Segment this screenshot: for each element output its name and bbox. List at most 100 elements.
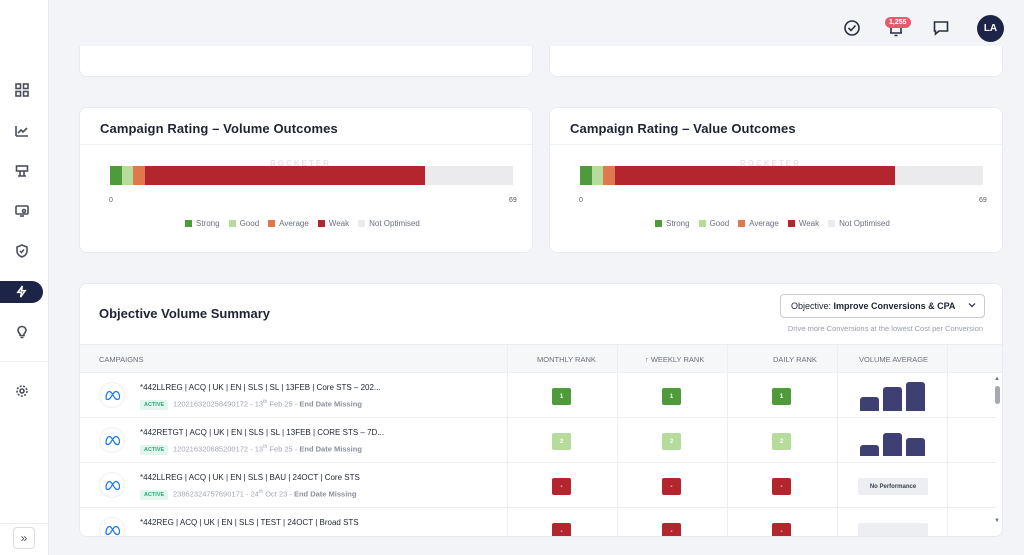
bar-segment-average[interactable] [133, 166, 146, 185]
previous-card-left [79, 46, 533, 77]
card-separator [550, 144, 1002, 145]
bar-segment-not-optimised[interactable] [895, 166, 983, 185]
previous-card-right [549, 46, 1003, 77]
column-divider [837, 344, 838, 536]
volume-bar [860, 445, 879, 456]
column-divider [507, 344, 508, 536]
weekly-rank-badge: - [662, 523, 681, 536]
bar-segment-weak[interactable] [615, 166, 896, 185]
sidebar: » [0, 0, 49, 555]
legend-not-optimised: Not Optimised [358, 219, 420, 228]
meta-logo-icon [100, 383, 124, 407]
daily-rank-badge: 2 [772, 433, 791, 450]
col-volume-average[interactable]: VOLUME AVERAGE [859, 355, 929, 364]
column-divider [727, 344, 728, 536]
legend-strong: Strong [655, 219, 690, 228]
monthly-rank-badge: 2 [552, 433, 571, 450]
rating-stacked-bar [110, 166, 513, 185]
table-row[interactable]: *442REG | ACQ | UK | EN | SLS | TEST | 2… [80, 508, 996, 536]
user-avatar[interactable]: LA [977, 15, 1004, 42]
scroll-thumb[interactable] [995, 386, 1000, 404]
campaign-name[interactable]: *442REG | ACQ | UK | EN | SLS | TEST | 2… [140, 518, 359, 527]
value-outcomes-card: Campaign Rating – Value Outcomes ROCKETE… [549, 107, 1003, 253]
chat-icon[interactable] [932, 19, 952, 39]
billboard-icon[interactable] [13, 162, 31, 180]
daily-rank-badge: 1 [772, 388, 791, 405]
monthly-rank-badge: 1 [552, 388, 571, 405]
lightbulb-icon[interactable] [13, 323, 31, 341]
shield-check-icon[interactable] [13, 242, 31, 260]
weekly-rank-badge: 2 [662, 433, 681, 450]
bar-segment-average[interactable] [603, 166, 616, 185]
objective-volume-summary-card: Objective Volume Summary Objective: Impr… [79, 283, 1003, 537]
watermark: ROCKETER [740, 159, 801, 168]
table-row[interactable]: *442LLREG | ACQ | UK | EN | SLS | SL | 1… [80, 373, 996, 418]
table-header: CAMPAIGNS MONTHLY RANK ↑ WEEKLY RANK DAI… [80, 344, 1002, 373]
col-monthly-rank[interactable]: MONTHLY RANK [537, 355, 596, 364]
bar-segment-weak[interactable] [145, 166, 426, 185]
expand-sidebar-button[interactable]: » [13, 527, 35, 549]
volume-bar [906, 382, 925, 411]
col-weekly-rank[interactable]: ↑ WEEKLY RANK [645, 355, 705, 364]
gear-icon[interactable] [13, 382, 31, 400]
line-chart-icon[interactable] [13, 122, 31, 140]
campaign-name[interactable]: *442RETGT | ACQ | UK | EN | SLS | SL | 1… [140, 428, 384, 437]
lightning-nav-item[interactable] [0, 281, 43, 303]
card-separator [80, 144, 532, 145]
legend-good: Good [228, 219, 259, 228]
scroll-up-icon[interactable]: ▲ [994, 376, 1000, 382]
table-scrollbar[interactable]: ▲ ▼ [994, 376, 1000, 526]
rating-legend: Strong Good Average Weak Not Optimised [655, 219, 890, 228]
objective-description: Drive more Conversions at the lowest Cos… [787, 324, 983, 333]
monthly-rank-badge: - [552, 523, 571, 536]
no-performance-badge: No Performance [858, 478, 928, 495]
volume-bar [883, 387, 902, 411]
objective-value: Improve Conversions & CPA [833, 301, 956, 311]
bar-segment-strong[interactable] [110, 166, 122, 185]
bar-segment-good[interactable] [121, 166, 134, 185]
bar-segment-good[interactable] [591, 166, 604, 185]
dashboard-grid-icon[interactable] [13, 81, 31, 99]
column-divider [947, 344, 948, 536]
monthly-rank-badge: - [552, 478, 571, 495]
axis-max-label: 69 [509, 197, 517, 204]
sidebar-divider [0, 523, 48, 524]
chevron-down-icon [968, 303, 976, 308]
campaign-meta: 23862324757690171 - 24th Oct 23 - End Da… [173, 489, 357, 499]
volume-bar [906, 438, 925, 456]
task-check-icon[interactable] [843, 19, 863, 39]
card-title: Campaign Rating – Value Outcomes [570, 121, 796, 136]
axis-max-label: 69 [979, 197, 987, 204]
table-row[interactable]: *442RETGT | ACQ | UK | EN | SLS | SL | 1… [80, 418, 996, 463]
daily-rank-badge: - [772, 478, 791, 495]
bar-segment-strong[interactable] [580, 166, 592, 185]
rating-legend: Strong Good Average Weak Not Optimised [185, 219, 420, 228]
col-campaigns[interactable]: CAMPAIGNS [99, 355, 144, 364]
status-badge: ACTIVE [140, 490, 169, 500]
weekly-rank-badge: - [662, 478, 681, 495]
scroll-down-icon[interactable]: ▼ [994, 518, 1000, 524]
monitor-settings-icon[interactable] [13, 202, 31, 220]
legend-strong: Strong [185, 219, 220, 228]
summary-title: Objective Volume Summary [99, 306, 270, 321]
campaign-name[interactable]: *442LLREG | ACQ | UK | EN | SLS | SL | 1… [140, 383, 381, 392]
meta-logo-icon [100, 518, 124, 536]
legend-average: Average [268, 219, 309, 228]
bar-segment-not-optimised[interactable] [425, 166, 513, 185]
table-row[interactable]: *442LLREG | ACQ | UK | EN | SLS | BAU | … [80, 463, 996, 508]
col-daily-rank[interactable]: DAILY RANK [773, 355, 817, 364]
campaign-meta: 120216320258490172 - 13th Feb 25 - End D… [173, 399, 362, 409]
status-badge: ACTIVE [140, 445, 169, 455]
no-performance-badge [858, 523, 928, 536]
column-divider [617, 344, 618, 536]
campaign-name[interactable]: *442LLREG | ACQ | UK | EN | SLS | BAU | … [140, 473, 360, 482]
legend-not-optimised: Not Optimised [828, 219, 890, 228]
daily-rank-badge: - [772, 523, 791, 536]
axis-min-label: 0 [579, 197, 583, 204]
volume-average-chart [860, 426, 926, 456]
meta-logo-icon [100, 428, 124, 452]
objective-dropdown[interactable]: Objective: Improve Conversions & CPA [780, 294, 985, 318]
legend-weak: Weak [317, 219, 349, 228]
legend-good: Good [698, 219, 729, 228]
status-badge: ACTIVE [140, 400, 169, 410]
